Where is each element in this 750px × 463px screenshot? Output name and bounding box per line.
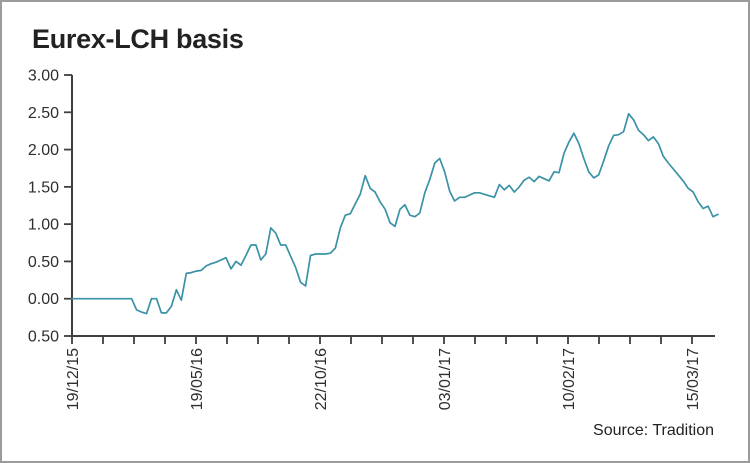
y-tick-label: 1.00 [28, 217, 59, 234]
x-tick-label: 15/03/17 [685, 348, 702, 410]
x-tick-label: 22/10/16 [313, 348, 330, 410]
source-note: Source: Tradition [593, 422, 714, 439]
y-tick-label: 2.50 [28, 105, 59, 122]
x-tick-label: 19/12/15 [65, 348, 82, 410]
series-line [71, 112, 719, 315]
x-tick-label: 03/01/17 [437, 348, 454, 410]
chart-title: Eurex-LCH basis [32, 24, 244, 54]
x-tick-label: 19/05/16 [189, 348, 206, 410]
y-tick-label: 0.50 [28, 254, 59, 271]
y-tick-label: 3.00 [28, 68, 59, 85]
y-tick-label: 0.00 [28, 291, 59, 308]
y-tick-label: 2.00 [28, 142, 59, 159]
y-tick-label: 1.50 [28, 179, 59, 196]
x-tick-label: 10/02/17 [561, 348, 578, 410]
y-tick-label: 0.50 [28, 329, 59, 346]
